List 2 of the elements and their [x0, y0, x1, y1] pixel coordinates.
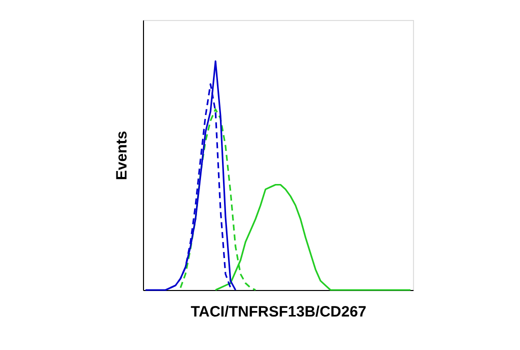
x-axis-title: TACI/TNFRSF13B/CD267	[190, 304, 366, 320]
y-axis-title: Events	[114, 130, 130, 180]
